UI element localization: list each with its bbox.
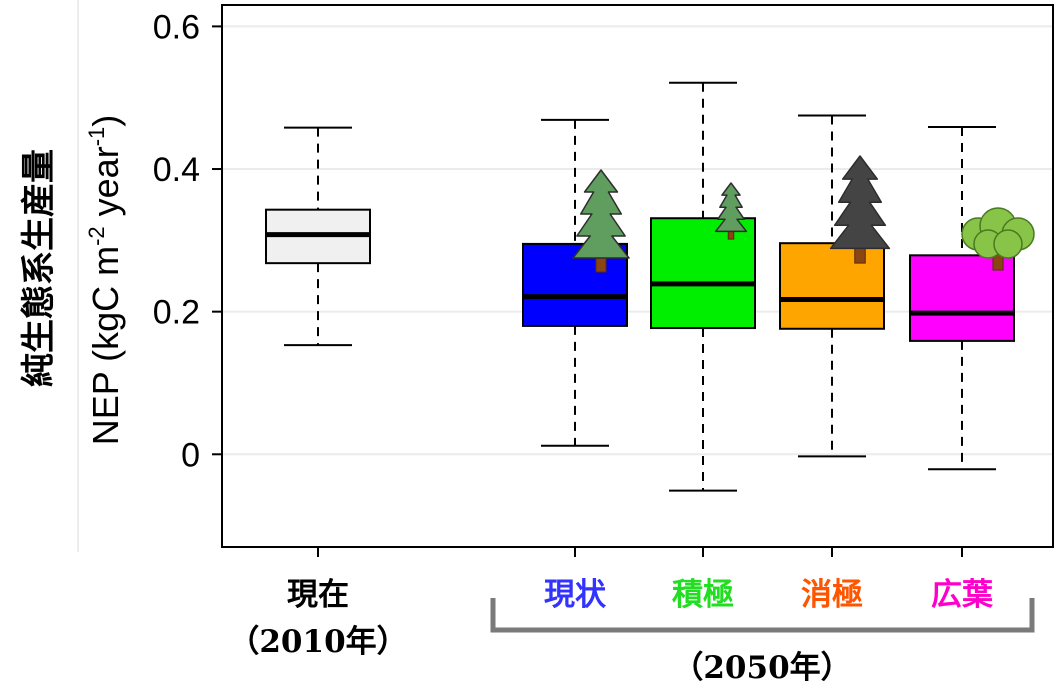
y-tick-label: 0 xyxy=(181,436,200,474)
tree-icon-3 xyxy=(829,155,891,264)
axes xyxy=(212,25,963,557)
tree-icons xyxy=(572,155,1035,273)
tree-canopy-icon xyxy=(993,229,1023,259)
category-label: 広葉 xyxy=(931,577,994,613)
y-axis-title: NEP (kgC m-2 year-1) xyxy=(84,115,126,446)
conifer-tree-icon xyxy=(714,182,748,233)
group-label: （2050年） xyxy=(672,650,851,686)
tree-icon-1 xyxy=(572,169,630,273)
labels: 0 0.2 0.4 0.6 現在 （2010年） 現状 積極 消極 広葉 （2050年） NEP (k… xyxy=(19,8,1035,686)
group-bracket xyxy=(490,598,1035,633)
tree-icon-2 xyxy=(714,182,748,240)
grid-lines xyxy=(77,0,1053,552)
y-tick-label: 0.4 xyxy=(153,151,200,189)
box-4 xyxy=(779,114,885,458)
plot-frame xyxy=(221,4,1054,548)
box-body xyxy=(779,242,885,330)
box-plots xyxy=(265,81,1015,492)
category-label: 積極 xyxy=(672,577,734,613)
box-3 xyxy=(650,81,756,492)
category-subtitle: （2010年） xyxy=(228,624,407,660)
y-axis-japanese-title: 純生態系生産量 xyxy=(19,149,59,387)
y-tick-label: 0.6 xyxy=(153,8,200,46)
y-tick-label: 0.2 xyxy=(153,294,200,332)
category-label: 消極 xyxy=(801,577,863,613)
tree-icon-4 xyxy=(961,207,1035,271)
box-1 xyxy=(265,126,371,347)
box-body xyxy=(650,217,756,330)
category-label: 現状 xyxy=(544,577,607,613)
category-label: 現在 xyxy=(287,577,349,613)
conifer-tree-icon xyxy=(572,169,630,259)
box-5 xyxy=(909,125,1015,471)
conifer-tree-icon xyxy=(829,155,891,250)
